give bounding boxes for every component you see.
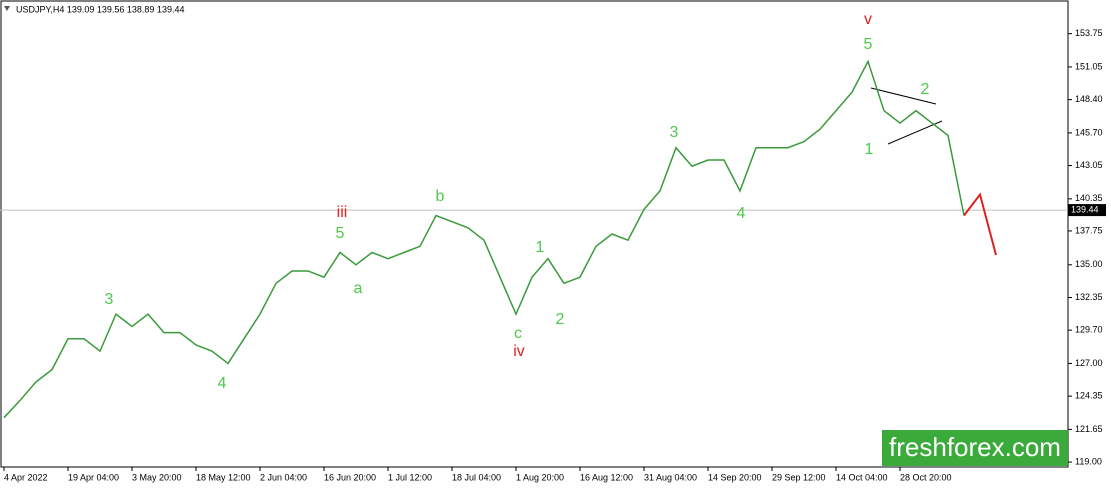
y-tick-label: 151.05 — [1075, 61, 1103, 71]
wave-label: b — [436, 188, 445, 205]
wave-label: c — [514, 325, 522, 342]
y-tick-label: 137.75 — [1075, 225, 1103, 235]
wave-label: 2 — [556, 311, 565, 328]
price-line — [3, 59, 965, 419]
y-tick-label: 121.65 — [1075, 424, 1103, 434]
chart-title: USDJPY,H4 139.09 139.56 138.89 139.44 — [16, 4, 184, 14]
wave-label: a — [354, 280, 363, 297]
y-tick-label: 127.00 — [1075, 358, 1103, 368]
y-tick-label: 129.70 — [1075, 325, 1103, 335]
wave-label: iii — [337, 204, 348, 221]
x-tick-label: 1 Jul 12:00 — [388, 472, 432, 482]
y-tick-label: 140.35 — [1075, 193, 1103, 203]
wave-label: 3 — [670, 124, 679, 141]
x-tick-label: 3 May 20:00 — [132, 472, 182, 482]
y-tick-label: 145.70 — [1075, 127, 1103, 137]
current-price-label: 139.44 — [1071, 204, 1099, 214]
y-tick-label: 132.35 — [1075, 292, 1103, 302]
x-tick-label: 19 Apr 04:00 — [68, 472, 119, 482]
x-tick-label: 29 Sep 12:00 — [772, 472, 826, 482]
x-tick-label: 16 Jun 20:00 — [324, 472, 376, 482]
x-tick-label: 16 Aug 12:00 — [580, 472, 633, 482]
plot-frame — [0, 0, 1069, 468]
y-tick-label: 143.05 — [1075, 160, 1103, 170]
triangle-line — [870, 87, 937, 105]
x-tick-label: 18 May 12:00 — [196, 472, 251, 482]
x-tick-label: 28 Oct 20:00 — [900, 472, 952, 482]
wave-label: 1 — [536, 239, 545, 256]
title-icon — [4, 6, 10, 11]
wave-label: 3 — [105, 291, 114, 308]
wave-label: 1 — [865, 141, 874, 158]
y-tick-label: 148.40 — [1075, 94, 1103, 104]
wave-label: v — [864, 11, 872, 28]
wave-label: 5 — [336, 225, 345, 242]
x-tick-label: 1 Aug 20:00 — [516, 472, 564, 482]
x-tick-label: 14 Oct 04:00 — [836, 472, 888, 482]
x-tick-label: 18 Jul 04:00 — [452, 472, 501, 482]
x-tick-label: 4 Apr 2022 — [4, 472, 48, 482]
y-tick-label: 119.00 — [1075, 456, 1102, 466]
wave-label: iv — [513, 343, 525, 360]
wave-label: 2 — [921, 81, 930, 98]
x-tick-label: 31 Aug 04:00 — [644, 472, 697, 482]
watermark: freshforex.com — [889, 432, 1061, 462]
wave-label: 4 — [737, 205, 746, 222]
y-tick-label: 135.00 — [1075, 259, 1103, 269]
triangle-line — [887, 120, 943, 145]
price-line — [963, 192, 997, 256]
y-tick-label: 124.35 — [1075, 390, 1103, 400]
x-tick-label: 2 Jun 04:00 — [260, 472, 307, 482]
watermark-box — [882, 430, 1068, 466]
wave-label: 5 — [864, 36, 873, 53]
y-tick-label: 153.75 — [1075, 28, 1103, 38]
x-tick-label: 14 Sep 20:00 — [708, 472, 762, 482]
wave-label: 4 — [218, 375, 227, 392]
current-price-box — [1068, 204, 1106, 217]
